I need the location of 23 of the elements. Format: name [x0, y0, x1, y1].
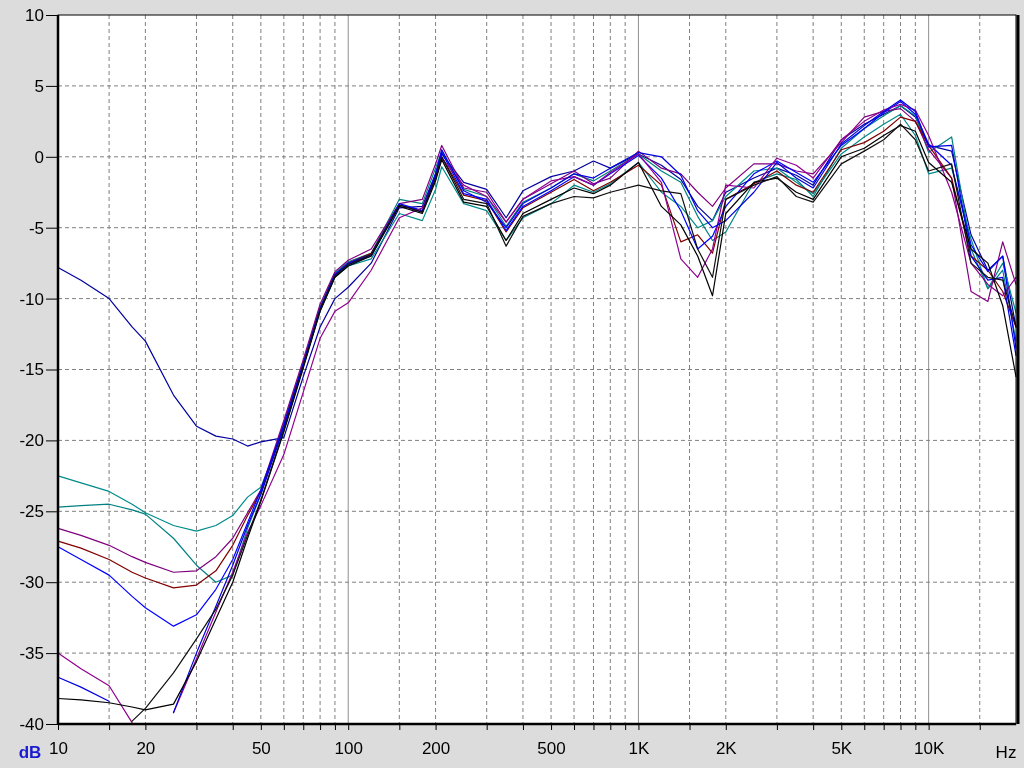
y-axis-title: dB [18, 743, 42, 762]
x-tick-label: 1K [628, 739, 650, 759]
y-tick-label: 5 [34, 76, 44, 96]
y-tick-label: -10 [19, 289, 44, 309]
y-tick-label: -30 [19, 573, 44, 593]
y-tick-label: -35 [19, 644, 44, 664]
x-tick-label: 100 [334, 739, 363, 759]
y-tick-label: -5 [28, 218, 44, 238]
x-tick-label: 500 [537, 739, 566, 759]
x-tick-label: 10K [914, 739, 945, 759]
x-tick-label: 2K [715, 739, 738, 759]
y-tick-label: -40 [19, 714, 44, 734]
x-tick-label: 50 [251, 739, 271, 759]
x-tick-label: 200 [421, 739, 451, 759]
y-tick-label: 0 [34, 147, 44, 167]
y-tick-label: 10 [25, 5, 44, 25]
x-tick-label: 20 [136, 739, 156, 759]
x-tick-label: 10 [49, 739, 68, 759]
y-tick-label: -20 [19, 431, 44, 451]
x-axis-title: Hz [995, 743, 1017, 762]
y-tick-label: -25 [19, 502, 44, 522]
x-tick-label: 5K [831, 739, 853, 759]
y-tick-label: -15 [19, 360, 44, 380]
